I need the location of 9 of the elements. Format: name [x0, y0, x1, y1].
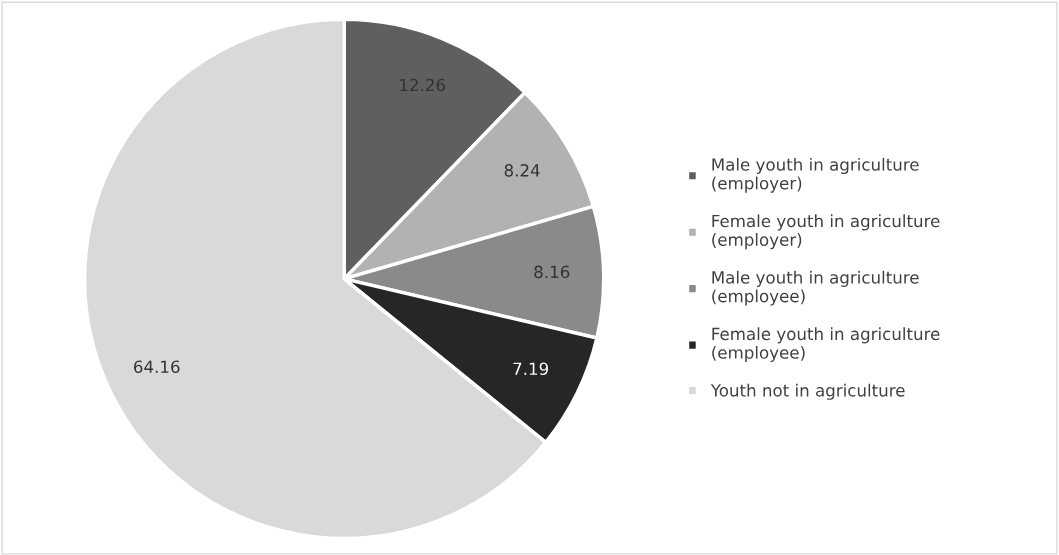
legend-label: Youth not in agriculture [710, 383, 905, 400]
data-label: 8.24 [504, 164, 540, 177]
legend-label: Male youth in agriculture (employee) [712, 270, 919, 306]
data-label: 64.16 [134, 360, 180, 374]
data-label: 7.19 [513, 362, 549, 376]
legend-label: Male youth in agriculture (employer) [712, 157, 919, 193]
legend-label: Female youth in agriculture (employee) [712, 327, 940, 363]
legend-label: Female youth in agriculture (employer) [712, 214, 940, 250]
data-label: 8.16 [534, 265, 570, 279]
